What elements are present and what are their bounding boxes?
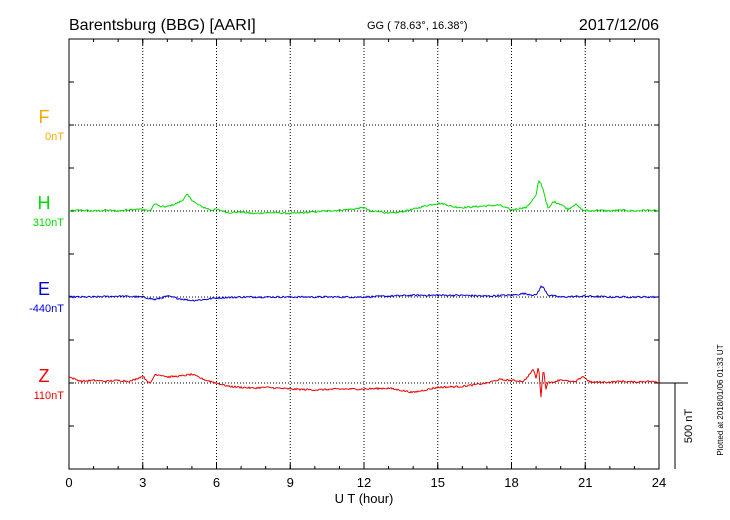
scale-bar-label: 500 nT <box>683 409 695 444</box>
trace-e <box>68 285 660 302</box>
x-tick-label: 18 <box>504 475 518 490</box>
plotted-at-note: Plotted at 2018/01/06 01:33 UT <box>716 344 725 455</box>
x-axis-label: U T (hour) <box>335 491 394 506</box>
x-tick-label: 0 <box>65 475 72 490</box>
channel-label-z: Z <box>39 366 50 386</box>
trace-z <box>68 367 660 398</box>
plot-frame <box>68 38 660 470</box>
x-tick-label: 9 <box>287 475 294 490</box>
x-tick-label: 6 <box>213 475 220 490</box>
x-tick-label: 24 <box>652 475 666 490</box>
channel-baseline-e: -440nT <box>29 303 64 315</box>
coordinates-label: GG ( 78.63°, 16.38°) <box>367 20 468 32</box>
channel-label-layer: F 0nT H 310nT E -440nT Z 110nT <box>29 107 64 402</box>
grid-layer <box>69 39 659 469</box>
channel-label-h: H <box>38 193 51 213</box>
scale-bar: 500 nT <box>659 382 695 469</box>
x-tick-label: 15 <box>431 475 445 490</box>
trace-h <box>68 179 660 215</box>
x-tick-label: 21 <box>578 475 592 490</box>
x-tick-label: 12 <box>357 475 371 490</box>
date-label: 2017/12/06 <box>579 17 659 34</box>
station-title: Barentsburg (BBG) [AARI] <box>69 17 256 34</box>
channel-baseline-z: 110nT <box>34 390 65 402</box>
trace-layer <box>68 179 660 398</box>
channel-label-f: F <box>39 107 50 127</box>
channel-label-e: E <box>38 279 50 299</box>
channel-baseline-f: 0nT <box>45 131 64 143</box>
x-tick-layer: 0 3 6 9 12 15 18 21 24 <box>65 38 666 490</box>
x-tick-label: 3 <box>139 475 146 490</box>
channel-baseline-h: 310nT <box>33 217 64 229</box>
